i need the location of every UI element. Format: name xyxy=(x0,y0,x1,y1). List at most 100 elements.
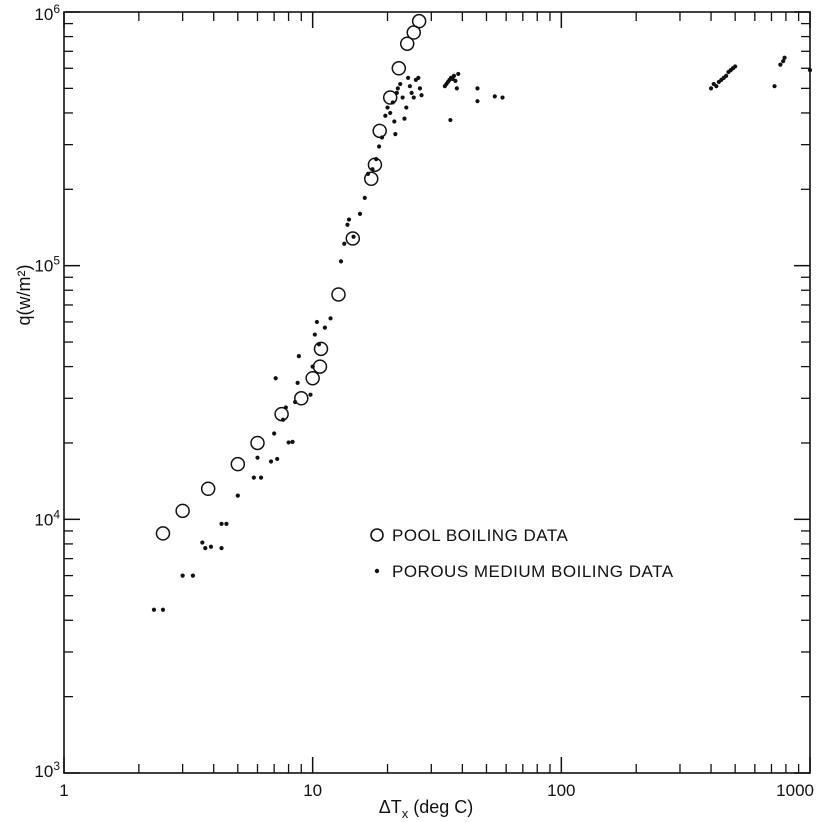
porous-medium-point xyxy=(342,241,347,246)
minor-ticks xyxy=(64,12,810,773)
porous-medium-point xyxy=(733,64,738,69)
porous-medium-point xyxy=(394,90,399,95)
porous-medium-point xyxy=(406,75,411,80)
porous-medium-point xyxy=(365,171,371,177)
porous-medium-point xyxy=(190,573,196,578)
porous-medium-point xyxy=(296,354,301,359)
porous-medium-point xyxy=(448,117,453,123)
porous-medium-point xyxy=(400,95,405,100)
porous-medium-point xyxy=(724,73,729,78)
x-tick-labels: 1 10 100 1000 xyxy=(59,781,814,800)
porous-medium-point xyxy=(272,431,277,436)
porous-medium-point xyxy=(160,607,166,612)
porous-medium-point xyxy=(708,86,714,91)
pool-boiling-series xyxy=(155,13,427,541)
porous-medium-point xyxy=(807,68,813,73)
pool-boiling-point xyxy=(391,61,407,76)
porous-medium-point xyxy=(453,78,458,84)
porous-medium-point xyxy=(200,540,205,545)
porous-medium-point xyxy=(180,573,185,578)
porous-medium-point xyxy=(714,84,719,89)
porous-medium-point xyxy=(475,99,480,104)
pool-boiling-point xyxy=(312,359,328,374)
porous-medium-point xyxy=(402,116,407,121)
porous-medium-point xyxy=(151,607,157,612)
porous-medium-point xyxy=(328,316,333,321)
porous-medium-point xyxy=(275,456,280,462)
porous-medium-point xyxy=(251,475,256,480)
porous-medium-point xyxy=(383,113,388,118)
porous-medium-point xyxy=(475,86,480,91)
porous-medium-point xyxy=(322,325,328,330)
porous-medium-point xyxy=(235,493,240,498)
porous-medium-point xyxy=(388,110,393,116)
y-tick-labels: 103 104 105 106 xyxy=(34,2,60,781)
porous-medium-point xyxy=(395,86,400,91)
pool-boiling-point xyxy=(313,341,329,357)
porous-medium-point xyxy=(781,59,786,64)
pool-boiling-point xyxy=(175,503,190,519)
porous-medium-point xyxy=(374,157,379,162)
pool-boiling-point xyxy=(411,13,427,29)
pool-boiling-point xyxy=(294,391,309,406)
porous-medium-point xyxy=(295,380,300,386)
x-tick-label: 10 xyxy=(303,781,322,800)
major-ticks xyxy=(63,11,811,774)
porous-medium-point xyxy=(316,342,322,347)
porous-medium-point xyxy=(308,392,313,397)
y-tick-label: 104 xyxy=(34,507,60,529)
porous-medium-point xyxy=(451,73,457,78)
porous-medium-point xyxy=(286,440,291,445)
porous-medium-point xyxy=(258,475,264,480)
porous-medium-point xyxy=(314,319,320,325)
porous-medium-point xyxy=(219,546,224,551)
porous-medium-point xyxy=(310,364,315,369)
pool-boiling-point xyxy=(345,231,361,246)
y-tick-label: 103 xyxy=(34,759,60,781)
porous-medium-point xyxy=(409,90,414,95)
pool-boiling-point xyxy=(372,123,387,139)
pool-boiling-point xyxy=(331,287,346,302)
porous-medium-point xyxy=(273,376,278,381)
porous-medium-point xyxy=(280,417,286,422)
porous-medium-point xyxy=(417,86,423,91)
porous-medium-point xyxy=(219,521,224,526)
pool-boiling-point xyxy=(155,526,171,541)
porous-medium-point xyxy=(772,84,777,89)
porous-medium-point xyxy=(203,546,208,551)
porous-medium-point xyxy=(224,521,229,526)
porous-medium-point xyxy=(346,217,352,222)
porous-medium-point xyxy=(390,100,395,105)
x-tick-label: 1000 xyxy=(776,781,814,800)
plot-border xyxy=(63,11,811,774)
x-tick-label: 1 xyxy=(59,781,68,800)
porous-medium-point xyxy=(454,86,459,91)
legend-label-porous-medium: POROUS MEDIUM BOILING DATA xyxy=(392,562,674,581)
legend-open-circle-marker xyxy=(370,528,384,542)
porous-medium-point xyxy=(492,94,497,99)
plot-frame xyxy=(63,11,811,774)
porous-medium-point xyxy=(392,119,397,124)
porous-medium-point xyxy=(379,135,385,140)
porous-medium-point xyxy=(255,455,260,460)
pool-boiling-point xyxy=(363,171,379,187)
porous-medium-point xyxy=(283,405,288,410)
x-axis-label: ΔTx (deg C) xyxy=(379,797,474,821)
pool-boiling-point xyxy=(200,481,216,496)
porous-medium-point xyxy=(312,332,317,337)
porous-medium-point xyxy=(370,167,375,172)
porous-medium-point xyxy=(398,81,403,87)
legend: POOL BOILING DATA POROUS MEDIUM BOILING … xyxy=(370,526,674,581)
porous-medium-point xyxy=(778,62,783,67)
x-tick-label: 100 xyxy=(547,781,575,800)
porous-medium-point xyxy=(208,544,214,549)
legend-dot-marker xyxy=(374,568,380,574)
porous-medium-point xyxy=(293,399,298,405)
pool-boiling-point xyxy=(230,456,246,472)
porous-medium-point xyxy=(411,95,416,100)
legend-label-pool-boiling: POOL BOILING DATA xyxy=(392,526,568,545)
y-tick-label: 105 xyxy=(34,254,60,276)
pool-boiling-point xyxy=(382,90,398,105)
porous-medium-point xyxy=(500,95,505,100)
porous-medium-point xyxy=(345,222,350,227)
